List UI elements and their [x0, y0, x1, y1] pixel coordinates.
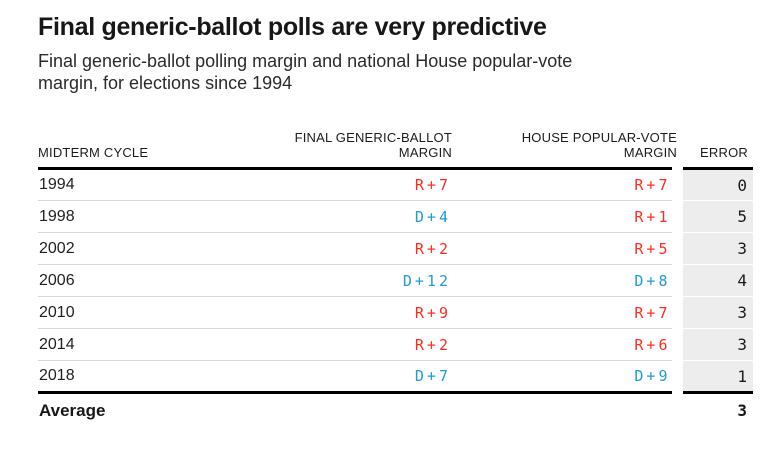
column-header-generic-ballot-margin: FINAL GENERIC-BALLOT MARGIN	[288, 124, 452, 171]
table-row: 1994 R+7 R+7 0	[38, 168, 753, 202]
table-row: 2014 R+2 R+6 3	[38, 328, 753, 362]
error-cell: 1	[671, 360, 753, 394]
table-body: 1994 R+7 R+7 0 1998 D+4 R+1 5 2002 R+2 R…	[38, 168, 753, 427]
error-cell: 0	[671, 168, 753, 202]
header-row: MIDTERM CYCLE FINAL GENERIC-BALLOT MARGI…	[38, 124, 753, 171]
cycle-cell: 1994	[38, 168, 288, 202]
table-row: 2002 R+2 R+5 3	[38, 232, 753, 266]
error-cell: 5	[671, 200, 753, 234]
cycle-cell: 1998	[38, 200, 288, 234]
error-cell: 4	[671, 264, 753, 298]
table-row: 1998 D+4 R+1 5	[38, 200, 753, 234]
column-header-error: ERROR	[677, 124, 753, 171]
generic-margin-cell: R+2	[288, 232, 452, 266]
generic-margin-cell: D+12	[288, 264, 452, 298]
page-title: Final generic-ballot polls are very pred…	[38, 13, 547, 41]
house-margin-cell: R+1	[452, 200, 677, 234]
average-row: Average 3	[38, 391, 753, 427]
generic-margin-cell: R+9	[288, 296, 452, 330]
error-cell: 3	[671, 296, 753, 330]
house-margin-cell: D+9	[452, 360, 677, 394]
table-header: MIDTERM CYCLE FINAL GENERIC-BALLOT MARGI…	[38, 124, 753, 171]
column-header-midterm-cycle: MIDTERM CYCLE	[38, 124, 288, 171]
house-margin-cell: R+5	[452, 232, 677, 266]
average-label: Average	[38, 391, 288, 427]
table-row: 2018 D+7 D+9 1	[38, 360, 753, 394]
house-margin-cell: R+6	[452, 328, 677, 362]
cycle-cell: 2018	[38, 360, 288, 394]
cycle-cell: 2002	[38, 232, 288, 266]
error-cell: 3	[671, 328, 753, 362]
table-row: 2010 R+9 R+7 3	[38, 296, 753, 330]
page-subtitle: Final generic-ballot polling margin and …	[38, 51, 573, 93]
cycle-cell: 2010	[38, 296, 288, 330]
column-header-house-popular-vote: HOUSE POPULAR-VOTE MARGIN	[452, 124, 677, 171]
average-error-value: 3	[671, 391, 753, 427]
house-margin-cell: D+8	[452, 264, 677, 298]
generic-margin-cell: D+4	[288, 200, 452, 234]
error-cell: 3	[671, 232, 753, 266]
cycle-cell: 2006	[38, 264, 288, 298]
average-house-cell	[452, 391, 677, 427]
cycle-cell: 2014	[38, 328, 288, 362]
generic-margin-cell: D+7	[288, 360, 452, 394]
polls-table: MIDTERM CYCLE FINAL GENERIC-BALLOT MARGI…	[38, 124, 753, 427]
average-generic-cell	[288, 391, 452, 427]
generic-margin-cell: R+7	[288, 168, 452, 202]
table-row: 2006 D+12 D+8 4	[38, 264, 753, 298]
house-margin-cell: R+7	[452, 168, 677, 202]
generic-margin-cell: R+2	[288, 328, 452, 362]
house-margin-cell: R+7	[452, 296, 677, 330]
